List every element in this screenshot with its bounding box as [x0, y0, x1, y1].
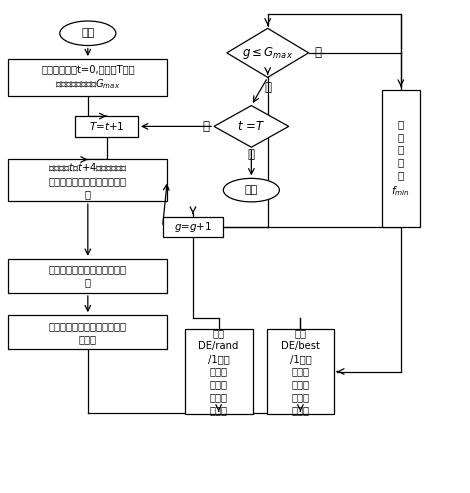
Text: $g$=$g$+1: $g$=$g$+1 — [174, 220, 212, 234]
Polygon shape — [214, 106, 289, 147]
FancyBboxPatch shape — [75, 116, 138, 137]
Text: 输入未来$t$到$t$+4时刻的最新风
光和负荷数据，系统各运行参
数: 输入未来$t$到$t$+4时刻的最新风 光和负荷数据，系统各运行参 数 — [48, 162, 128, 199]
Text: 开始: 开始 — [81, 28, 94, 38]
Text: 按照
DE/rand
/1变异
策略进
化并更
新优势
种群集: 按照 DE/rand /1变异 策略进 化并更 新优势 种群集 — [198, 328, 239, 415]
Text: 种
群
最
优
值
$f_{min}$: 种 群 最 优 值 $f_{min}$ — [392, 119, 410, 198]
Text: 将种群分为优势种群集和劣势
种群集: 将种群分为优势种群集和劣势 种群集 — [49, 321, 127, 344]
FancyBboxPatch shape — [8, 160, 167, 201]
Ellipse shape — [223, 178, 279, 202]
Text: $t$ =T: $t$ =T — [237, 120, 266, 133]
FancyBboxPatch shape — [382, 90, 420, 227]
Text: 是: 是 — [248, 148, 255, 161]
FancyBboxPatch shape — [8, 315, 167, 350]
FancyBboxPatch shape — [8, 59, 167, 96]
Text: 初始化种群，t=0,总时段T，设
设置最大迭代次数$G_{max}$: 初始化种群，t=0,总时段T，设 设置最大迭代次数$G_{max}$ — [41, 64, 134, 91]
FancyBboxPatch shape — [8, 259, 167, 293]
Text: 否: 否 — [202, 120, 209, 133]
FancyBboxPatch shape — [163, 216, 223, 237]
Text: 结束: 结束 — [245, 185, 258, 195]
Text: 是: 是 — [264, 81, 271, 94]
Text: 按照
DE/best
/1变异
策略进
化并更
新劣势
种群集: 按照 DE/best /1变异 策略进 化并更 新劣势 种群集 — [281, 328, 320, 415]
Text: 计算个体的适应值，并进行排
序: 计算个体的适应值，并进行排 序 — [49, 265, 127, 287]
Text: $g \leq G_{max}$: $g \leq G_{max}$ — [242, 45, 293, 61]
Text: 否: 否 — [314, 46, 321, 59]
FancyBboxPatch shape — [185, 329, 252, 415]
Text: $T$=$t$+1: $T$=$t$+1 — [89, 120, 124, 133]
Ellipse shape — [60, 21, 116, 45]
FancyBboxPatch shape — [266, 329, 334, 415]
Polygon shape — [227, 29, 309, 77]
